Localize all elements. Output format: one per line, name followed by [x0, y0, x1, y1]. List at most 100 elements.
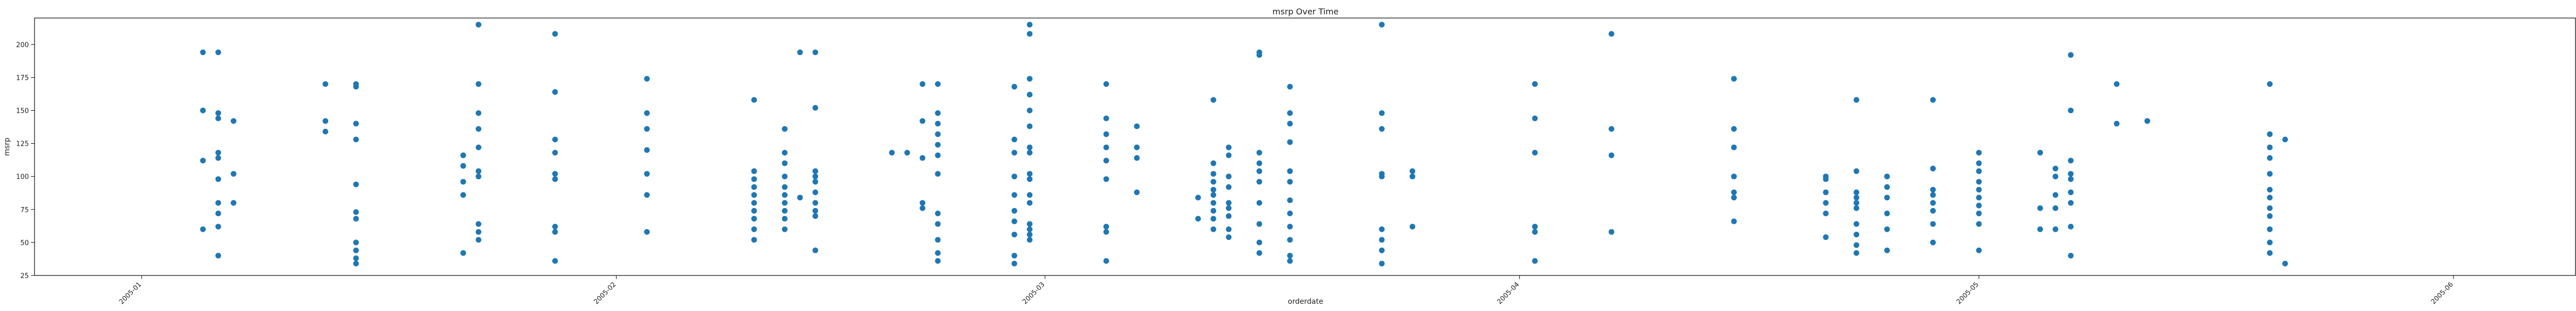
data-point	[1287, 168, 1293, 174]
data-point	[1210, 226, 1216, 232]
data-point	[644, 110, 650, 116]
data-point	[1731, 126, 1737, 132]
data-point	[1027, 76, 1033, 82]
data-point	[644, 192, 650, 198]
data-point	[476, 229, 482, 235]
plot-frame	[34, 18, 2576, 276]
data-point	[1379, 22, 1385, 28]
data-point	[1027, 107, 1033, 113]
data-point	[1287, 258, 1293, 264]
data-point	[1853, 221, 1859, 227]
data-point	[2267, 81, 2273, 87]
data-point	[1853, 195, 1859, 201]
data-point	[476, 126, 482, 132]
data-point	[2037, 226, 2043, 232]
data-point	[751, 226, 757, 232]
data-point	[1226, 213, 1232, 219]
data-point	[644, 171, 650, 177]
data-point	[1027, 232, 1033, 238]
data-point	[353, 239, 359, 246]
data-point	[1027, 123, 1033, 129]
data-point	[920, 81, 926, 87]
data-point	[200, 49, 206, 56]
data-point	[1287, 253, 1293, 259]
data-point	[1027, 22, 1033, 28]
data-point	[1134, 123, 1140, 129]
data-point	[2037, 205, 2043, 211]
data-point	[1379, 226, 1385, 232]
data-point	[1027, 237, 1033, 243]
data-point	[1011, 150, 1018, 156]
data-point	[1011, 192, 1018, 198]
data-point	[552, 176, 558, 182]
data-point	[1884, 174, 1890, 180]
data-point	[1027, 176, 1033, 182]
data-point	[751, 200, 757, 206]
data-point	[751, 237, 757, 243]
data-point	[1027, 92, 1033, 98]
data-point	[353, 255, 359, 262]
data-point	[1379, 126, 1385, 132]
data-point	[1930, 208, 1936, 214]
data-point	[2067, 200, 2074, 206]
data-point	[1976, 179, 1982, 185]
data-point	[1853, 97, 1859, 103]
data-point	[1884, 184, 1890, 190]
data-point	[935, 210, 941, 216]
data-point	[1256, 52, 1262, 58]
data-point	[1195, 195, 1201, 201]
data-point	[1256, 250, 1262, 256]
data-point	[353, 136, 359, 143]
data-point	[920, 118, 926, 124]
data-point	[353, 120, 359, 127]
plot-area	[34, 18, 2576, 276]
y-tick-label: 75	[20, 206, 29, 214]
data-point	[552, 136, 558, 143]
data-point	[1884, 247, 1890, 253]
data-point	[812, 105, 819, 111]
data-point	[935, 120, 941, 127]
data-point	[460, 192, 466, 198]
data-point	[460, 163, 466, 169]
data-point	[1930, 97, 1936, 103]
data-point	[1210, 160, 1216, 166]
data-point	[215, 210, 222, 216]
data-point	[751, 184, 757, 190]
data-point	[1731, 195, 1737, 201]
chart-title: msrp Over Time	[1273, 7, 1338, 16]
data-point	[1853, 232, 1859, 238]
data-point	[1410, 168, 1416, 174]
data-point	[751, 216, 757, 222]
data-point	[797, 195, 803, 201]
data-point	[215, 223, 222, 230]
data-point	[1287, 179, 1293, 185]
data-point	[1256, 150, 1262, 156]
data-point	[476, 221, 482, 227]
data-point	[460, 152, 466, 159]
data-point	[1226, 174, 1232, 180]
data-point	[460, 250, 466, 256]
data-point	[1287, 223, 1293, 230]
data-point	[2053, 205, 2059, 211]
data-point	[935, 142, 941, 148]
data-point	[1930, 221, 1936, 227]
data-point	[782, 160, 788, 166]
data-point	[1287, 83, 1293, 90]
data-point	[1976, 160, 1982, 166]
data-point	[1608, 152, 1615, 159]
data-point	[782, 226, 788, 232]
x-axis: 2005-01 2005-02 2005-03 2005-04 2005-05 2005-…	[118, 275, 2455, 306]
data-point	[552, 171, 558, 177]
data-point	[1731, 218, 1737, 224]
data-point	[1379, 261, 1385, 267]
data-point	[323, 118, 329, 124]
data-point	[552, 223, 558, 230]
data-point	[751, 97, 757, 103]
data-point	[1027, 150, 1033, 156]
data-point	[1226, 184, 1232, 190]
data-point	[782, 184, 788, 190]
data-point	[1930, 200, 1936, 206]
x-tick-label: 2005-04	[1496, 281, 1521, 306]
data-point	[1210, 179, 1216, 185]
